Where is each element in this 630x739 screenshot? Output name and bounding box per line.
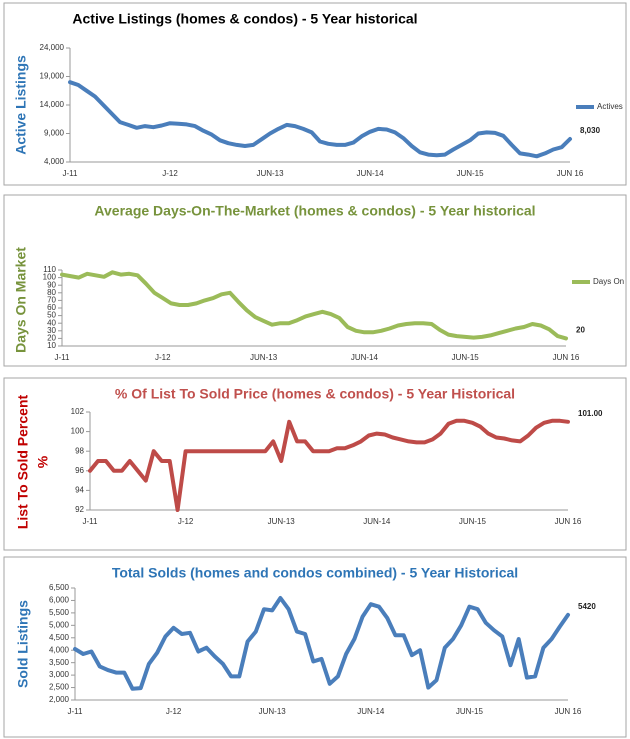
y-axis-label: Days On Market [13,247,29,353]
x-tick-label: J-11 [83,517,99,526]
y-tick-label: 40 [47,318,56,327]
y-tick-label: 80 [47,288,56,297]
x-tick-label: JUN-13 [259,707,287,716]
y-tick-label: 96 [75,466,84,475]
y-tick-label: 100 [43,273,57,282]
x-tick-label: JUN 16 [553,353,580,362]
data-label: 8,030 [580,126,601,135]
y-tick-label: 110 [43,265,56,274]
x-tick-label: J-12 [155,353,171,362]
x-tick-label: JUN-14 [356,169,384,178]
y-tick-label: 10 [47,341,56,350]
x-tick-label: JUN-15 [456,707,484,716]
x-tick-label: J-11 [63,169,79,178]
y-tick-label: 70 [47,296,56,305]
y-axis-label: % [35,455,51,468]
x-tick-label: JUN 16 [555,707,582,716]
y-tick-label: 5,500 [49,608,70,617]
x-tick-label: JUN 16 [557,169,584,178]
series-line [68,80,572,159]
x-tick-label: JUN-13 [256,169,284,178]
data-label: 20 [576,326,585,335]
legend-label: Actives [597,102,623,111]
x-tick-label: JUN-14 [351,353,379,362]
x-tick-label: JUN 16 [555,517,582,526]
y-axis-label: List To Sold Percent [15,395,31,530]
y-tick-label: 100 [71,427,85,436]
legend-label: Days On [593,277,624,286]
chart-title: Total Solds (homes and condos combined) … [112,565,518,581]
y-tick-label: 2,000 [49,695,70,704]
x-tick-label: J-11 [55,353,71,362]
series-line [88,418,570,512]
x-tick-label: JUN-13 [268,517,296,526]
chart-title: Active Listings (homes & condos) - 5 Yea… [72,11,417,27]
y-tick-label: 50 [47,311,56,320]
y-tick-label: 9,000 [44,129,65,138]
x-tick-label: J-12 [162,169,178,178]
x-tick-label: JUN-15 [456,169,484,178]
y-tick-label: 60 [47,303,56,312]
y-tick-label: 24,000 [40,43,65,52]
y-tick-label: 6,500 [49,583,70,592]
y-axis-label: Active Listings [13,55,29,155]
y-tick-label: 90 [47,280,56,289]
y-tick-label: 6,000 [49,596,70,605]
x-tick-label: J-12 [178,517,194,526]
y-tick-label: 3,500 [49,658,70,667]
series-line [73,596,570,691]
y-tick-label: 4,500 [49,633,70,642]
y-tick-label: 5,000 [49,620,70,629]
series-line [60,270,568,341]
chart-title: % Of List To Sold Price (homes & condos)… [115,386,515,402]
x-tick-label: JUN-13 [250,353,278,362]
y-tick-label: 4,000 [49,645,70,654]
y-tick-label: 19,000 [40,72,65,81]
y-tick-label: 4,000 [44,157,65,166]
y-tick-label: 102 [71,407,85,416]
panel [3,556,627,738]
y-tick-label: 30 [47,326,56,335]
y-tick-label: 98 [75,446,84,455]
y-tick-label: 92 [75,505,84,514]
panel [3,2,627,186]
x-tick-label: JUN-14 [357,707,385,716]
panel [3,194,627,367]
data-label: 5420 [578,602,596,611]
x-tick-label: JUN-15 [459,517,487,526]
y-tick-label: 94 [75,486,84,495]
chart-title: Average Days-On-The-Market (homes & cond… [94,203,535,219]
x-tick-label: J-11 [68,707,84,716]
y-tick-label: 2,500 [49,683,70,692]
x-tick-label: JUN-15 [452,353,480,362]
x-tick-label: JUN-14 [363,517,391,526]
y-tick-label: 3,000 [49,670,70,679]
data-label: 101.00 [578,409,603,418]
x-tick-label: J-12 [166,707,182,716]
y-tick-label: 20 [47,334,56,343]
y-axis-label: Sold Listings [15,600,31,688]
y-tick-label: 14,000 [40,100,65,109]
